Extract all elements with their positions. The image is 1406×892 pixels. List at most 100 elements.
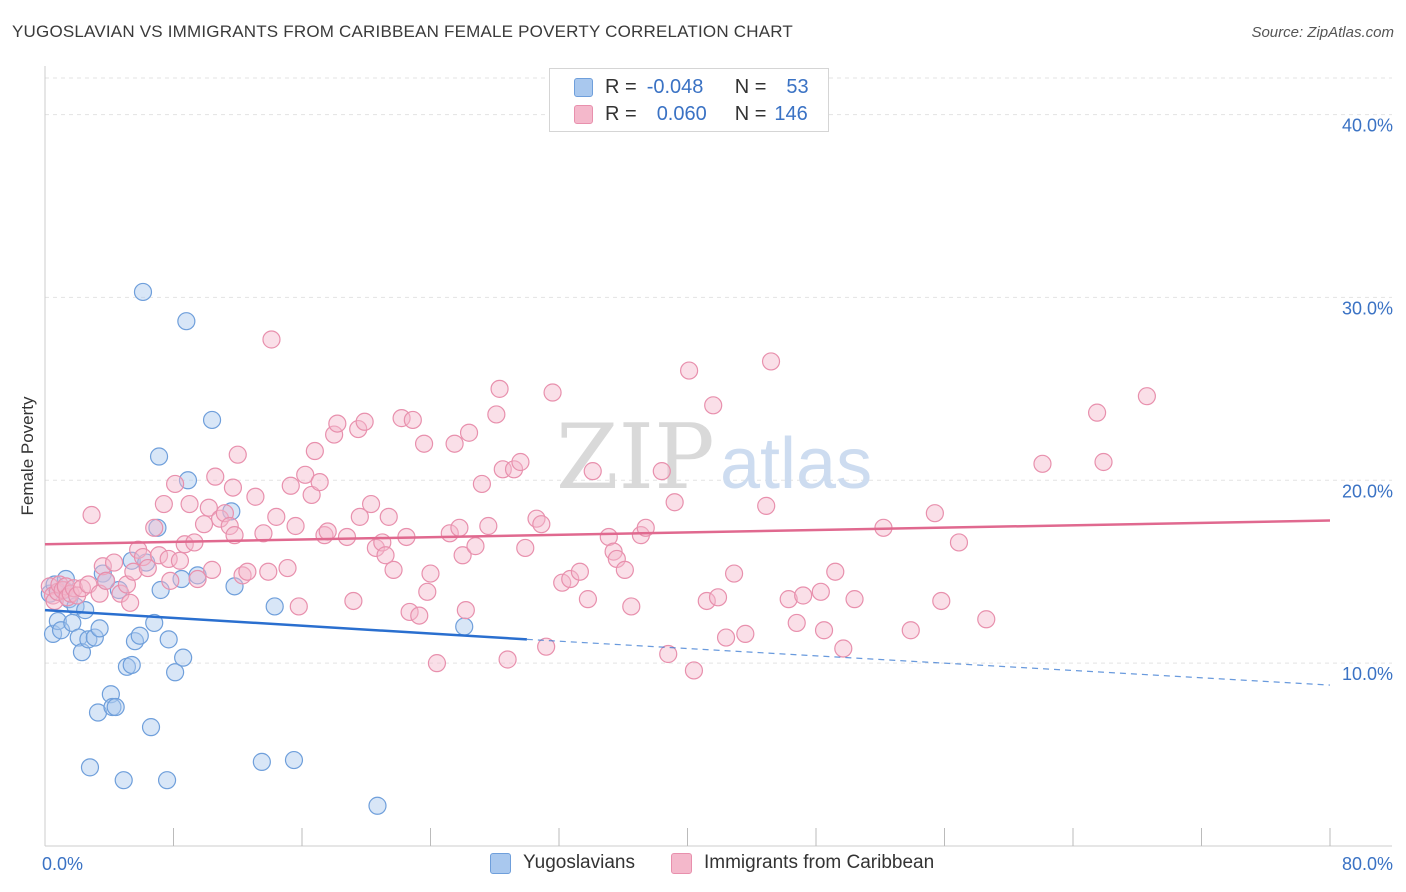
legend-row-caribbean: R = 0.060 N = 146 bbox=[574, 102, 808, 126]
data-point bbox=[652, 462, 671, 481]
data-point bbox=[466, 537, 485, 556]
data-point bbox=[1094, 452, 1113, 472]
series-legend: Yugoslavians Immigrants from Caribbean bbox=[0, 850, 1406, 878]
data-point bbox=[310, 473, 329, 492]
data-point bbox=[570, 562, 589, 581]
data-point bbox=[254, 524, 273, 543]
data-point bbox=[757, 496, 776, 515]
chart-title: YUGOSLAVIAN VS IMMIGRANTS FROM CARIBBEAN… bbox=[12, 22, 793, 41]
legend-n-label: N = bbox=[734, 75, 767, 98]
legend-label: Immigrants from Caribbean bbox=[704, 852, 935, 873]
watermark-atlas: atlas bbox=[720, 424, 872, 504]
data-point bbox=[133, 282, 153, 302]
data-point bbox=[124, 562, 143, 581]
data-point bbox=[302, 485, 321, 505]
data-point bbox=[267, 507, 286, 526]
y-tick-label: 40.0% bbox=[1342, 116, 1393, 136]
data-point bbox=[1033, 454, 1052, 473]
y-tick-label: 30.0% bbox=[1342, 298, 1393, 318]
data-point bbox=[826, 562, 845, 581]
data-point bbox=[845, 590, 864, 609]
legend-r-value: 0.060 bbox=[656, 102, 707, 125]
correlation-legend: R = -0.048 N = 53 R = 0.060 N = 146 bbox=[549, 68, 829, 132]
data-point bbox=[583, 462, 602, 481]
data-point bbox=[202, 410, 222, 430]
data-point bbox=[421, 564, 440, 583]
data-point bbox=[511, 452, 530, 472]
data-point bbox=[125, 632, 145, 651]
data-point bbox=[154, 494, 173, 514]
data-point bbox=[96, 571, 116, 590]
data-point bbox=[704, 396, 723, 415]
data-point bbox=[949, 533, 969, 552]
data-point bbox=[223, 478, 243, 497]
legend-n-value: 146 bbox=[774, 102, 808, 125]
data-point bbox=[472, 474, 491, 494]
data-point bbox=[161, 571, 180, 590]
data-point bbox=[228, 445, 247, 464]
data-point bbox=[724, 564, 744, 583]
data-point bbox=[246, 487, 265, 506]
data-point bbox=[344, 591, 363, 611]
data-point bbox=[93, 557, 112, 576]
data-point bbox=[537, 637, 556, 656]
data-point bbox=[761, 352, 781, 371]
data-point bbox=[504, 460, 524, 479]
data-point bbox=[615, 560, 634, 579]
data-point bbox=[716, 628, 736, 647]
data-point bbox=[453, 546, 472, 565]
data-point bbox=[659, 644, 678, 664]
legend-n-value: 53 bbox=[786, 75, 809, 98]
data-point bbox=[532, 515, 551, 534]
data-point bbox=[286, 516, 305, 536]
data-point bbox=[901, 621, 920, 640]
data-point bbox=[834, 639, 853, 658]
data-point bbox=[104, 553, 124, 572]
data-point bbox=[697, 591, 716, 611]
source-label: Source: ZipAtlas.com bbox=[1251, 24, 1394, 41]
data-point bbox=[166, 474, 185, 494]
data-point bbox=[145, 613, 164, 633]
legend-item-yugoslavians[interactable]: Yugoslavians bbox=[490, 852, 635, 874]
data-point bbox=[174, 648, 193, 667]
data-point bbox=[368, 796, 387, 815]
data-point bbox=[684, 661, 704, 680]
data-point bbox=[82, 505, 101, 525]
data-point bbox=[76, 601, 95, 620]
data-point bbox=[787, 613, 806, 633]
data-point bbox=[1137, 387, 1156, 406]
data-point bbox=[166, 663, 185, 682]
data-point bbox=[350, 507, 369, 526]
data-point bbox=[736, 624, 755, 643]
data-point bbox=[814, 621, 834, 640]
data-point bbox=[527, 509, 546, 528]
data-point bbox=[384, 560, 403, 579]
trend-line-yugoslavians-extension bbox=[526, 638, 1331, 686]
data-point bbox=[90, 619, 109, 638]
data-point bbox=[932, 591, 951, 611]
series-yugoslavians bbox=[40, 282, 474, 815]
data-point bbox=[177, 312, 196, 331]
data-point bbox=[252, 752, 271, 771]
data-point bbox=[79, 630, 98, 649]
data-point bbox=[355, 412, 374, 431]
data-point bbox=[138, 558, 157, 578]
data-point bbox=[159, 549, 178, 569]
data-point bbox=[284, 750, 304, 770]
data-point bbox=[977, 610, 996, 629]
data-point bbox=[194, 515, 214, 534]
data-point bbox=[400, 602, 419, 622]
data-point bbox=[427, 654, 447, 673]
legend-r-label: R = bbox=[605, 102, 637, 125]
legend-item-caribbean[interactable]: Immigrants from Caribbean bbox=[671, 852, 934, 874]
data-point bbox=[170, 551, 190, 570]
tick-labels: 10.0% 20.0% 30.0% 40.0% 0.0% 80.0% bbox=[42, 116, 1393, 874]
data-point bbox=[1087, 403, 1107, 422]
data-point bbox=[202, 560, 222, 579]
series-caribbean bbox=[40, 330, 1156, 680]
data-point bbox=[392, 409, 411, 428]
data-point bbox=[418, 582, 437, 601]
data-point bbox=[665, 493, 684, 512]
data-point bbox=[414, 434, 434, 453]
